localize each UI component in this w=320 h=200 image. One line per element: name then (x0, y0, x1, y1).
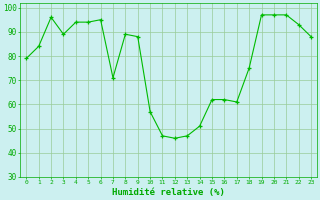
X-axis label: Humidité relative (%): Humidité relative (%) (112, 188, 225, 197)
